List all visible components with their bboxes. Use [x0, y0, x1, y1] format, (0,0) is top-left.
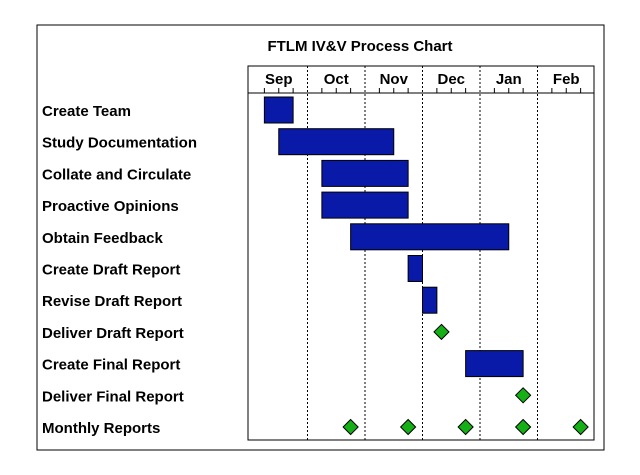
- task-bar: [321, 191, 409, 219]
- task-bar: [422, 286, 438, 314]
- task-label: Create Team: [42, 103, 131, 120]
- task-bar: [278, 128, 395, 156]
- task-label: Deliver Draft Report: [42, 325, 184, 342]
- task-bar: [263, 96, 294, 124]
- milestone-diamond: [399, 418, 417, 436]
- task-label: Create Draft Report: [42, 262, 180, 279]
- task-label: Create Final Report: [42, 357, 180, 374]
- milestone-diamond: [457, 418, 474, 436]
- task-label: Proactive Opinions: [42, 198, 179, 215]
- task-marks: [263, 96, 589, 436]
- task-bar: [407, 255, 423, 282]
- chart-border: [36, 24, 605, 451]
- task-bar: [350, 223, 510, 251]
- task-labels: Create Team Study Documentation Collate an…: [42, 103, 197, 437]
- chart-title: FTLM IV&V Process Chart: [267, 38, 452, 55]
- task-label: Study Documentation: [42, 135, 197, 152]
- month-tick-label: Sep: [265, 71, 293, 88]
- milestone-diamond: [514, 387, 532, 404]
- task-bar: [465, 350, 524, 378]
- task-label: Revise Draft Report: [42, 293, 182, 310]
- task-label: Obtain Feedback: [42, 230, 164, 247]
- task-bar: [321, 159, 409, 187]
- month-tick-label: Dec: [437, 71, 465, 88]
- milestone-diamond: [572, 418, 589, 436]
- milestone-diamond: [342, 418, 359, 436]
- month-axis: Sep Oct Nov Dec Jan Feb: [263, 71, 582, 93]
- task-label: Collate and Circulate: [42, 166, 191, 183]
- month-tick-label: Feb: [553, 71, 580, 88]
- task-label: Deliver Final Report: [42, 388, 184, 405]
- task-label: Monthly Reports: [42, 420, 160, 437]
- month-tick-label: Oct: [324, 71, 349, 88]
- month-tick-label: Jan: [496, 71, 522, 88]
- month-tick-label: Nov: [380, 71, 409, 88]
- milestone-diamond: [514, 418, 532, 436]
- plot-area: [247, 65, 595, 441]
- milestone-diamond: [433, 323, 450, 341]
